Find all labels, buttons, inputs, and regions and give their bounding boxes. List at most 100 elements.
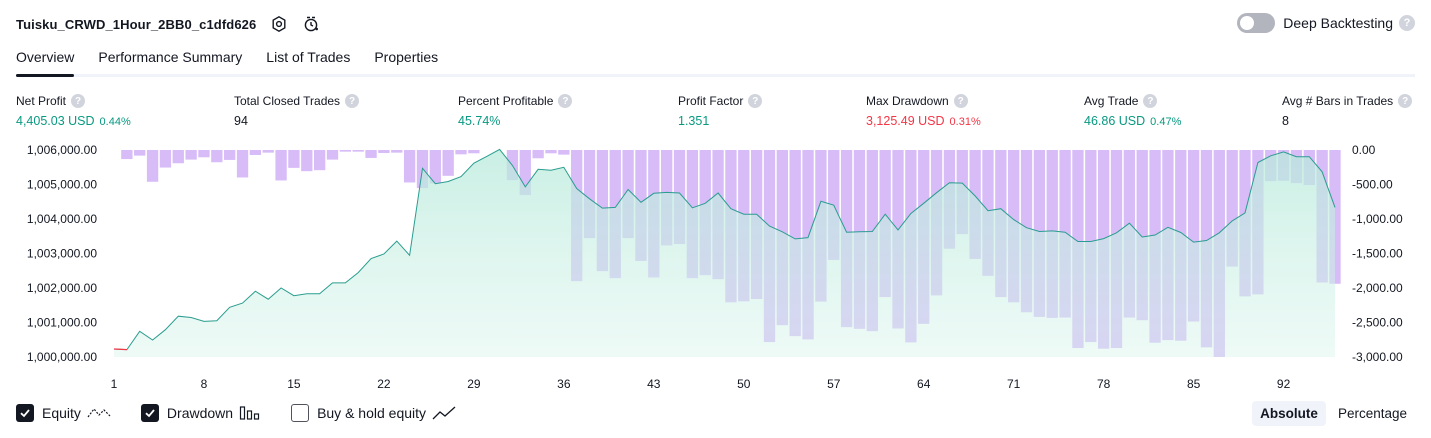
drawdown-bar	[146, 150, 159, 182]
metric-profit-factor: Profit Factor? 1.351	[678, 94, 763, 128]
equity-area	[114, 149, 1335, 357]
drawdown-bar	[1187, 150, 1200, 322]
equity-checkbox[interactable]	[16, 404, 34, 422]
right-axis-label: -1,500.00	[1352, 247, 1403, 261]
strategy-title: Tuisku_CRWD_1Hour_2BB0_c1dfd626	[16, 16, 257, 32]
right-axis-label: -1,000.00	[1352, 212, 1403, 226]
info-icon[interactable]: ?	[558, 94, 573, 108]
buy-hold-checkbox[interactable]	[291, 404, 310, 422]
x-axis-label: 29	[467, 377, 481, 391]
metric-net-profit: Net Profit? 4,405.03 USD 0.44%	[16, 94, 131, 128]
drawdown-bars-icon	[239, 405, 261, 421]
right-axis-label: -2,000.00	[1352, 281, 1403, 295]
info-icon[interactable]: ?	[345, 94, 360, 108]
drawdown-bar	[288, 150, 300, 168]
x-axis-label: 50	[737, 377, 751, 391]
metric-value: 1.351	[678, 114, 710, 128]
left-axis-label: 1,001,000.00	[27, 316, 97, 330]
metric-percent: 0.44%	[99, 116, 131, 128]
left-axis-label: 1,002,000.00	[27, 281, 97, 295]
drawdown-bar	[583, 150, 596, 239]
metric-label: Net Profit	[16, 94, 67, 108]
help-icon[interactable]: ?	[1399, 15, 1415, 31]
tab-performance-summary[interactable]: Performance Summary	[98, 49, 243, 65]
tab-list-of-trades[interactable]: List of Trades	[266, 49, 351, 65]
x-axis-label: 85	[1187, 377, 1201, 391]
info-icon[interactable]: ?	[71, 94, 86, 108]
metric-label: Avg Trade	[1084, 94, 1139, 108]
settings-icon[interactable]	[270, 15, 288, 33]
drawdown-bar	[365, 150, 377, 158]
metric-percent-profitable: Percent Profitable? 45.74%	[458, 94, 573, 128]
drawdown-checkbox[interactable]	[140, 404, 159, 422]
strategy-header: Tuisku_CRWD_1Hour_2BB0_c1dfd626	[16, 12, 320, 36]
metric-percent: 0.47%	[1150, 116, 1182, 128]
tab-overview[interactable]: Overview	[16, 46, 75, 77]
metric-max-drawdown: Max Drawdown? 3,125.49 USD 0.31%	[866, 94, 981, 128]
legend-label: Equity	[42, 405, 81, 421]
metric-value: 45.74%	[458, 114, 501, 128]
metric-label: Total Closed Trades	[234, 94, 341, 108]
drawdown-bar	[455, 150, 467, 155]
equity-loss-segment	[113, 348, 127, 351]
metric-value: 8	[1282, 114, 1289, 128]
drawdown-bar	[326, 150, 339, 160]
drawdown-bar	[391, 150, 403, 153]
equity-drawdown-chart[interactable]: 1,006,000.00 1,005,000.00 1,004,000.00 1,00…	[0, 142, 1431, 394]
deep-backtesting: Deep Backtesting ?	[1237, 13, 1415, 33]
drawdown-bar	[442, 150, 454, 176]
right-axis-label: -3,000.00	[1352, 350, 1403, 364]
metric-avg-trade: Avg Trade? 46.86 USD 0.47%	[1084, 94, 1181, 128]
legend-buy-hold[interactable]: Buy & hold equity	[291, 404, 456, 422]
equity-line-icon	[87, 405, 111, 421]
tab-properties[interactable]: Properties	[374, 49, 439, 65]
drawdown-bar	[1226, 150, 1238, 267]
metric-percent: 0.31%	[949, 116, 981, 128]
x-axis-label: 64	[917, 377, 931, 391]
drawdown-bar	[313, 150, 326, 171]
drawdown-bar	[352, 150, 364, 152]
drawdown-bar	[339, 150, 352, 152]
drawdown-bar	[172, 150, 184, 164]
legend-label: Drawdown	[166, 405, 234, 421]
deep-backtesting-toggle[interactable]	[1237, 13, 1276, 33]
x-axis-label: 92	[1277, 377, 1291, 391]
legend-label: Buy & hold equity	[317, 405, 427, 421]
drawdown-bar	[121, 150, 133, 160]
drawdown-bar	[211, 150, 223, 163]
metric-label: Percent Profitable	[458, 94, 554, 108]
drawdown-bar	[558, 150, 570, 155]
buy-hold-line-icon	[432, 405, 456, 421]
drawdown-bar	[545, 150, 557, 154]
percentage-button[interactable]: Percentage	[1337, 406, 1407, 421]
deep-backtesting-label: Deep Backtesting	[1283, 15, 1393, 31]
chart-legend: Equity Drawdown Buy & hold equity	[16, 404, 486, 422]
drawdown-bar	[532, 150, 544, 159]
legend-drawdown[interactable]: Drawdown	[140, 404, 261, 422]
x-axis-label: 57	[827, 377, 841, 391]
source-code-icon[interactable]	[302, 15, 320, 33]
drawdown-bar	[159, 150, 172, 168]
metric-value: 46.86 USD	[1084, 114, 1146, 128]
metric-value: 94	[234, 114, 248, 128]
drawdown-bar	[468, 150, 480, 154]
metric-value: 4,405.03 USD	[16, 114, 95, 128]
drawdown-bar	[262, 150, 274, 153]
info-icon[interactable]: ?	[1398, 94, 1413, 108]
metric-avg-bars: Avg # Bars in Trades? 8	[1282, 94, 1413, 128]
drawdown-bar	[519, 150, 531, 196]
drawdown-bar	[275, 150, 287, 181]
metric-label: Max Drawdown	[866, 94, 949, 108]
drawdown-bar	[378, 150, 390, 153]
x-axis-label: 8	[201, 377, 208, 391]
drawdown-bar	[301, 150, 313, 172]
info-icon[interactable]: ?	[1143, 94, 1158, 108]
metric-label: Profit Factor	[678, 94, 744, 108]
right-axis-label: -500.00	[1352, 178, 1393, 192]
legend-equity[interactable]: Equity	[16, 404, 111, 422]
drawdown-bar	[249, 150, 262, 155]
info-icon[interactable]: ?	[748, 94, 763, 108]
info-icon[interactable]: ?	[953, 94, 968, 108]
absolute-button[interactable]: Absolute	[1252, 401, 1326, 426]
drawdown-bar	[403, 150, 416, 183]
